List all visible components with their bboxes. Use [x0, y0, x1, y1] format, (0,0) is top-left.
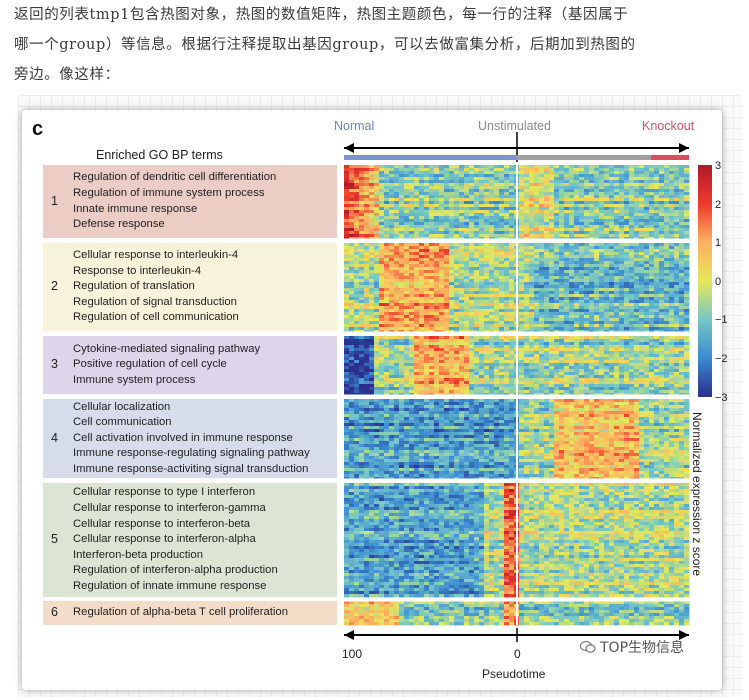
colorbar-tick: 3	[715, 160, 722, 172]
condition-knockout: Knockout	[642, 119, 695, 133]
go-term: Defense response	[73, 218, 165, 231]
go-group-5: 5 Cellular response to type I interferon C…	[43, 483, 337, 597]
go-term: Interferon-beta production	[73, 548, 203, 561]
heatmap-block-4	[344, 399, 690, 481]
go-term: Immune response-regulating signaling pat…	[73, 447, 310, 460]
go-terms-title: Enriched GO BP terms	[96, 148, 223, 162]
bar-normal	[344, 155, 517, 160]
article-line-1: 返回的列表tmp1包含热图对象，热图的数值矩阵，热图主题颜色，每一行的注释（基因…	[14, 7, 629, 23]
group-number: 3	[51, 357, 58, 371]
colorbar-tick: −1	[715, 314, 728, 327]
heatmap-block-1	[344, 165, 690, 241]
group-number: 5	[51, 532, 58, 546]
watermark: TOP生物信息	[580, 637, 684, 657]
group-number: 1	[51, 193, 58, 208]
condition-normal: Normal	[334, 119, 375, 133]
condition-unstimulated: Unstimulated	[478, 119, 551, 133]
go-term: Cellular response to interferon-alpha	[73, 533, 256, 546]
bottom-arrow-right-head	[679, 630, 689, 640]
go-term: Cell activation involved in immune respo…	[73, 431, 293, 444]
article-line-2: 哪一个group）等信息。根据行注释提取出基因group，可以去做富集分析，后期…	[14, 37, 636, 53]
go-term: Cellular response to interferon-beta	[73, 517, 251, 530]
colorbar-tick: −2	[715, 353, 728, 365]
go-term: Positive regulation of cell cycle	[73, 358, 227, 371]
colorbar-tick: 1	[715, 237, 722, 250]
group-number: 2	[51, 279, 58, 293]
go-term: Innate immune response	[73, 202, 198, 215]
go-term: Immune system process	[73, 373, 196, 386]
go-group-2: 2 Cellular response to interleukin-4 Respo…	[43, 243, 337, 331]
colorbar-tick: 0	[715, 275, 722, 288]
heatmap-figure: c Enriched GO BP terms Normal Unstimulat…	[22, 110, 728, 690]
group-number: 6	[51, 605, 58, 619]
article-text: 返回的列表tmp1包含热图对象，热图的数值矩阵，热图主题颜色，每一行的注释（基因…	[14, 0, 739, 90]
go-term: Regulation of alpha-beta T cell prolifer…	[73, 606, 288, 619]
colorbar	[698, 165, 712, 397]
go-term: Cell communication	[73, 416, 172, 429]
go-term: Regulation of translation	[73, 280, 195, 293]
heatmap-block-5	[344, 483, 690, 598]
go-term: Regulation of cell communication	[73, 311, 239, 324]
go-term: Regulation of interferon-alpha productio…	[73, 564, 278, 577]
go-term: Regulation of immune system process	[73, 186, 265, 199]
colorbar-tick: −3	[715, 391, 728, 404]
bottom-arrow-left-head	[344, 630, 354, 640]
x-axis-label: Pseudotime	[482, 667, 546, 681]
go-term: Cellular response to interferon-gamma	[73, 502, 266, 514]
go-term: Immune response-activiting signal transd…	[73, 462, 309, 475]
go-term: Cellular response to type I interferon	[73, 486, 256, 499]
colorbar-tick: 2	[715, 198, 722, 211]
bar-knockout	[651, 155, 689, 160]
go-term: Regulation of innate immune response	[73, 580, 267, 592]
go-group-3: 3 Cytokine-mediated signaling pathway Posi…	[43, 336, 337, 394]
go-group-6: 6 Regulation of alpha-beta T cell prolife…	[43, 601, 337, 625]
go-term: Regulation of signal transduction	[73, 295, 237, 308]
heatmap-block-2	[344, 243, 690, 334]
top-arrow-left-head	[344, 143, 354, 153]
go-term: Cytokine-mediated signaling pathway	[73, 342, 261, 355]
go-term: Regulation of dendritic cell differentia…	[73, 171, 277, 184]
panel-letter: c	[32, 118, 44, 140]
colorbar-label: Normalized expression z score	[690, 412, 704, 577]
go-term: Cellular localization	[73, 400, 171, 413]
heatmap-graphic	[344, 132, 712, 642]
article-line-3: 旁边。像这样：	[14, 67, 120, 83]
top-arrow-right-head	[679, 143, 689, 153]
go-group-1: 1 Regulation of dendritic cell differenti…	[43, 165, 337, 238]
watermark-text: TOP生物信息	[600, 640, 685, 656]
go-term: Cellular response to interleukin-4	[73, 249, 239, 261]
x-tick-left: 100	[342, 647, 363, 661]
bar-unstimulated	[517, 155, 651, 160]
heatmap-block-6	[344, 601, 690, 626]
wechat-icon	[580, 640, 596, 653]
group-number: 4	[51, 430, 58, 445]
go-group-4: 4 Cellular localization Cell communication…	[43, 399, 337, 478]
go-term: Response to interleukin-4	[73, 264, 202, 277]
x-tick-mid: 0	[514, 647, 521, 661]
